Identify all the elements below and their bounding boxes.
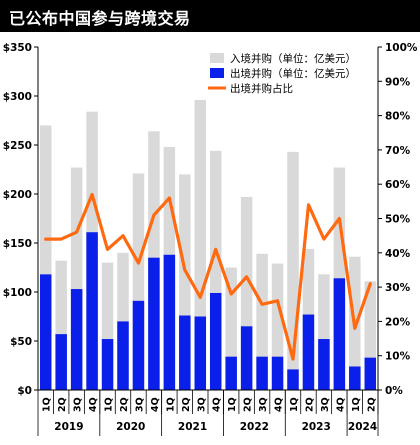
x-tick-label: 3Q	[258, 397, 269, 412]
x-tick-label: 4Q	[335, 397, 346, 412]
outbound-bar	[101, 339, 114, 390]
inbound-bar	[209, 150, 222, 390]
year-label: 2023	[302, 421, 331, 433]
x-tick-label: 2Q	[366, 397, 377, 412]
x-axis-labels: 1Q 2Q 3Q 4Q 1Q 2Q 3Q 4Q 1Q 2Q 3Q 4Q 1Q 2Q 3Q 4Q 1Q 2Q 3Q 4Q…	[37, 390, 379, 436]
x-tick-label: 3Q	[196, 397, 207, 412]
title-bar: 已公布中国参与跨境交易	[0, 0, 420, 32]
legend-outbound-swatch	[210, 68, 224, 78]
x-tick-label: 1Q	[42, 397, 53, 412]
inbound-bar	[39, 125, 52, 391]
right-tick-label: 40%	[385, 248, 411, 260]
outbound-bar	[256, 356, 268, 390]
outbound-bar	[209, 292, 222, 390]
legend-inbound-label: 入境并购（单位：亿美元）	[230, 52, 356, 65]
inbound-bar	[179, 174, 191, 390]
year-label: 2021	[178, 421, 207, 433]
outbound-bar	[364, 357, 377, 390]
left-tick-label: $0	[17, 385, 32, 397]
x-tick-label: 2Q	[181, 397, 192, 412]
right-axis: 0% 10% 20% 30% 40% 50% 60% 70% 80% 90% 100%	[378, 42, 418, 397]
left-tick-label: $200	[3, 189, 32, 201]
inbound-bar	[70, 167, 83, 390]
inbound-bar	[225, 267, 237, 390]
inbound-bar	[364, 281, 377, 390]
right-tick-label: 50%	[385, 214, 411, 226]
year-label: 2022	[240, 421, 269, 433]
year-label: 2020	[116, 421, 145, 433]
outbound-bar	[240, 326, 253, 390]
x-tick-label: 1Q	[227, 397, 238, 412]
right-tick-label: 10%	[385, 351, 411, 363]
x-tick-label: 3Q	[73, 397, 84, 412]
outbound-bar	[194, 316, 207, 390]
x-tick-label: 4Q	[88, 397, 99, 412]
outbound-bar	[163, 254, 176, 390]
x-tick-label: 1Q	[289, 397, 300, 412]
inbound-bar	[318, 274, 330, 390]
left-tick-label: $250	[3, 140, 32, 152]
outbound-bar	[302, 314, 315, 390]
inbound-bar	[256, 253, 268, 390]
share-line	[44, 192, 372, 361]
right-tick-label: 80%	[385, 111, 411, 123]
left-tick-label: $350	[3, 42, 32, 54]
left-tick-label: $150	[3, 238, 32, 250]
x-tick-label: 1Q	[351, 397, 362, 412]
page-title: 已公布中国参与跨境交易	[9, 9, 191, 28]
left-tick-label: $50	[10, 336, 32, 348]
bar-series	[39, 99, 377, 391]
outbound-bar	[70, 289, 83, 390]
inbound-bar	[287, 151, 299, 390]
x-tick-label: 4Q	[212, 397, 223, 412]
x-tick-label: 3Q	[320, 397, 331, 412]
right-tick-label: 90%	[385, 76, 411, 88]
outbound-bar	[39, 274, 52, 390]
x-tick-label: 3Q	[134, 397, 145, 412]
right-tick-label: 20%	[385, 316, 411, 328]
outbound-bar	[117, 321, 129, 390]
inbound-bar	[132, 173, 145, 390]
inbound-bar	[194, 99, 207, 391]
outbound-bar	[179, 315, 191, 390]
right-tick-label: 70%	[385, 145, 411, 157]
right-tick-label: 0%	[385, 385, 403, 397]
outbound-bar	[55, 334, 67, 390]
x-tick-label: 2Q	[243, 397, 254, 412]
x-tick-label: 4Q	[274, 397, 285, 412]
x-tick-label: 4Q	[150, 397, 161, 412]
outbound-bar	[148, 257, 160, 390]
year-label: 2024	[348, 421, 377, 433]
left-axis: $0 $50 $100 $150 $200 $250 $300 $350	[3, 42, 38, 397]
legend: 入境并购（单位：亿美元） 出境并购（单位：亿美元） 出境并购占比	[208, 52, 356, 95]
x-tick-label: 2Q	[57, 397, 68, 412]
cross-border-deals-chart: $0 $50 $100 $150 $200 $250 $300 $350 0% 10% 20% 30…	[3, 42, 418, 436]
inbound-bar	[271, 263, 284, 390]
left-tick-label: $300	[3, 91, 32, 103]
year-label: 2019	[54, 421, 83, 433]
outbound-bar	[86, 232, 98, 390]
outbound-bar	[318, 339, 330, 390]
inbound-bar	[55, 260, 67, 390]
inbound-bar	[101, 262, 114, 390]
x-tick-label: 2Q	[119, 397, 130, 412]
share-line-series	[44, 192, 372, 361]
x-tick-label: 1Q	[104, 397, 115, 412]
outbound-bar	[287, 369, 299, 390]
x-tick-label: 2Q	[304, 397, 315, 412]
right-tick-label: 100%	[385, 42, 418, 54]
legend-share-label: 出境并购占比	[230, 82, 293, 95]
legend-inbound-swatch	[210, 53, 224, 63]
outbound-bar	[271, 356, 284, 390]
outbound-bar	[349, 366, 361, 390]
x-tick-label: 1Q	[165, 397, 176, 412]
right-tick-label: 60%	[385, 179, 411, 191]
right-tick-label: 30%	[385, 282, 411, 294]
legend-outbound-label: 出境并购（单位：亿美元）	[230, 67, 356, 80]
outbound-bar	[132, 300, 145, 390]
outbound-bar	[225, 356, 237, 390]
outbound-bar	[333, 278, 346, 390]
left-tick-label: $100	[3, 287, 32, 299]
inbound-bar	[240, 196, 253, 390]
